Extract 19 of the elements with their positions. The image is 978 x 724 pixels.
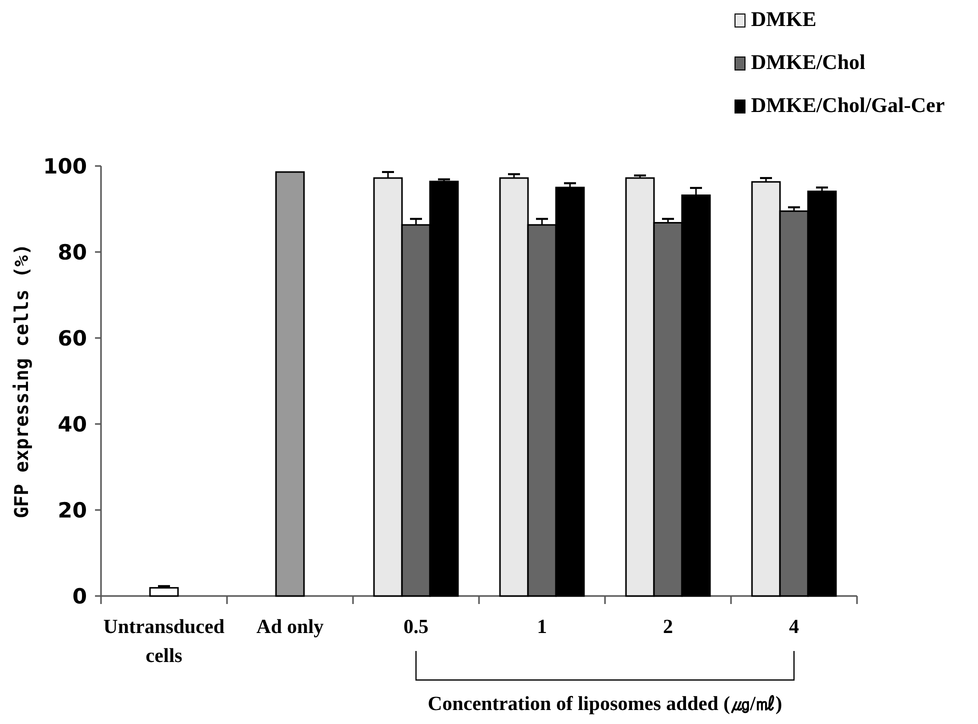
y-tick-label: 60: [58, 326, 87, 350]
y-tick-label: 20: [58, 498, 87, 522]
y-axis-title: GFP expressing cells (%): [11, 244, 33, 518]
x-tick-label: 1: [537, 616, 547, 638]
x-axis-title: Concentration of liposomes added (㎍/㎖): [428, 693, 782, 715]
x-tick-label: 0.5: [404, 616, 428, 638]
legend-label: DMKE/Chol/Gal-Cer: [751, 93, 945, 117]
bar: [149, 587, 179, 597]
y-tick-label: 100: [43, 154, 87, 178]
x-tick-label: Ad only: [256, 616, 324, 638]
y-tick-label: 40: [58, 412, 87, 436]
legend-label: DMKE/Chol: [751, 50, 866, 74]
bar: [275, 171, 305, 597]
y-tick-label: 0: [72, 584, 87, 608]
legend-label: DMKE: [751, 7, 816, 31]
x-tick-label: 2: [663, 616, 673, 638]
y-tick-label: 80: [58, 240, 87, 264]
x-tick-label: Untransduced cells: [103, 616, 225, 667]
x-tick-label: 4: [789, 616, 799, 638]
